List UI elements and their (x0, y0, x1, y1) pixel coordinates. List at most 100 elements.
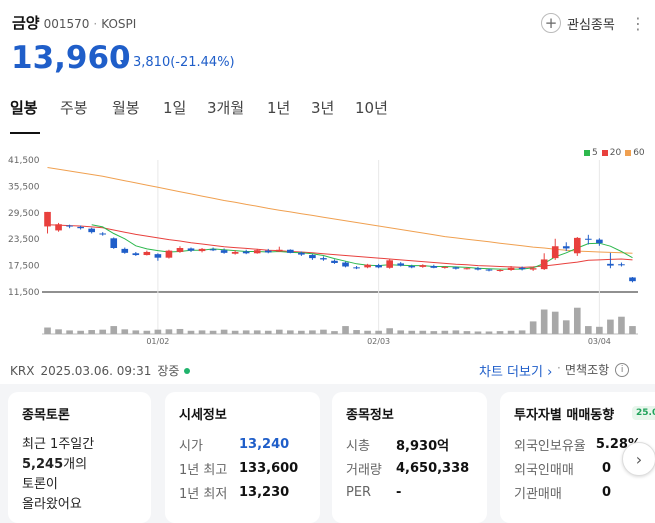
active-tab-indicator (10, 132, 40, 134)
investor-row-value: 0 (602, 460, 612, 476)
volume-bar (331, 331, 338, 334)
more-vertical-icon[interactable]: ⋮ (630, 14, 646, 33)
tab-daily[interactable]: 일봉 (10, 99, 38, 117)
tab-1year[interactable]: 1년 (267, 99, 291, 117)
volume-bar (386, 328, 393, 334)
volume-bar (55, 329, 62, 334)
legend-ma20: 20 (601, 148, 621, 158)
market-row-value: 13,240 (239, 436, 290, 452)
market-status: 장중 (157, 364, 180, 378)
market-row-key: 1년 최저 (179, 486, 228, 502)
info-row-per: PER - (346, 483, 473, 501)
add-watchlist-button[interactable]: + 관심종목 (541, 13, 615, 33)
volume-bar (607, 319, 614, 334)
candle-body (298, 252, 305, 255)
volume-bar (198, 330, 206, 334)
volume-bar (342, 326, 349, 334)
quote-timestamp-row: KRX 2025.03.06. 09:31 장중 (10, 362, 191, 379)
volume-bar (618, 316, 625, 334)
investor-row-key: 기관매매 (514, 486, 562, 502)
market-row-value: 13,230 (239, 484, 290, 500)
candle-body (231, 251, 239, 254)
candle-body (573, 237, 581, 254)
tab-monthly[interactable]: 월봉 (112, 99, 140, 117)
volume-bar (485, 331, 493, 334)
investor-date-badge: 25.0 (632, 406, 655, 420)
volume-bar (364, 330, 371, 334)
candle-body (253, 250, 261, 254)
candle-body (452, 267, 460, 269)
volume-bar (44, 327, 51, 334)
stock-info-title: 종목정보 (346, 408, 394, 423)
legend-ma5-swatch (584, 150, 590, 156)
legend-ma5: 5 (584, 148, 598, 158)
candle-body (375, 265, 382, 268)
info-row-key: PER (346, 484, 372, 500)
ma5-line (91, 224, 633, 270)
price-chart[interactable]: 41,500 35,500 29,500 23,500 17,500 11,500 01/0… (0, 146, 655, 346)
tab-3month[interactable]: 3개월 (207, 99, 245, 117)
candle-body (551, 246, 559, 259)
stock-name: 금양 (12, 14, 40, 32)
legend-ma60-label: 60 (633, 148, 645, 158)
forum-count: 5,245 (22, 457, 64, 472)
volume-bar (496, 331, 504, 334)
forum-count-suffix: 개의 (63, 457, 88, 472)
market-info-card[interactable]: 시세정보 시가 13,240 1년 최고 133,600 1년 최저 13,230 (165, 392, 320, 523)
candle-body (110, 238, 118, 248)
investor-row-key: 외국인보유율 (514, 438, 586, 454)
volume-bar (585, 326, 592, 334)
volume-bar (397, 330, 405, 334)
forum-card[interactable]: 종목토론 최근 1주일간 5,245개의 토론이 올라왔어요 (8, 392, 151, 523)
candle-body (99, 233, 107, 235)
volume-bar (165, 329, 173, 334)
stock-info-card[interactable]: 종목정보 시총 8,930억 거래량 4,650,338 PER - (332, 392, 487, 523)
candle-body (507, 267, 515, 270)
volume-bar (209, 330, 217, 334)
volume-bar (132, 330, 140, 334)
volume-bar (430, 331, 438, 334)
volume-bar (408, 330, 416, 334)
candle-body (187, 248, 195, 251)
candle-body (496, 270, 504, 271)
market-row-key: 1년 최고 (179, 462, 228, 478)
candle-body (320, 258, 327, 260)
candle-body (264, 250, 272, 253)
volume-bar (253, 330, 261, 334)
plus-circle-icon: + (541, 13, 561, 33)
volume-bar (551, 311, 559, 334)
candle-body (518, 267, 526, 270)
y-tick-label: 23,500 (8, 235, 40, 245)
tab-10year[interactable]: 10년 (355, 99, 388, 117)
info-row-key: 시총 (346, 438, 370, 454)
stock-header: 금양 001570 · KOSPI (12, 12, 136, 34)
chevron-right-icon[interactable]: › (622, 442, 655, 476)
disclaimer-link[interactable]: 면책조항 i (565, 361, 630, 378)
candle-body (287, 249, 294, 253)
market-row-key: 시가 (179, 438, 203, 454)
volume-bar (88, 330, 95, 334)
market-info-title: 시세정보 (179, 408, 227, 423)
price-change-value: 3,810(-21.44%) (133, 55, 235, 70)
legend-ma20-swatch (601, 150, 608, 156)
info-icon: i (615, 362, 630, 377)
tab-1day[interactable]: 1일 (163, 99, 187, 117)
down-triangle-icon (120, 59, 128, 66)
candle-body (132, 253, 140, 256)
candle-body (44, 211, 51, 227)
volume-bar (220, 329, 228, 334)
volume-bar (375, 330, 382, 334)
chart-more-link[interactable]: 차트 더보기 › (479, 361, 552, 380)
candle-body (408, 266, 416, 268)
ma-legend: 5 20 60 (580, 148, 645, 158)
volume-bar (287, 330, 294, 334)
candle-body (441, 266, 449, 268)
candle-body (353, 267, 360, 269)
candle-body (364, 264, 371, 268)
tab-3year[interactable]: 3년 (311, 99, 335, 117)
candle-body (585, 238, 592, 240)
ma60-line (47, 167, 633, 254)
investor-row-value: 0 (602, 484, 612, 500)
candle-body (165, 250, 173, 258)
tab-weekly[interactable]: 주봉 (60, 99, 88, 117)
